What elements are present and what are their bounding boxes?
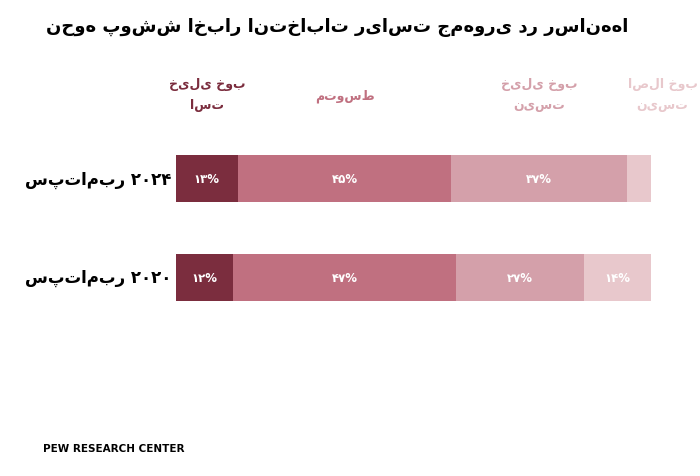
Text: ۱۲%: ۱۲%: [192, 271, 218, 284]
Text: خیلی خوب: خیلی خوب: [169, 78, 245, 91]
Text: اصلا خوب: اصلا خوب: [627, 78, 697, 91]
Bar: [176, 254, 233, 301]
Text: ۴۷%: ۴۷%: [332, 271, 358, 284]
Text: ۳۷%: ۳۷%: [526, 173, 552, 186]
Text: ۴۵%: ۴۵%: [331, 173, 358, 186]
Bar: [456, 254, 584, 301]
Bar: [452, 156, 627, 203]
Bar: [584, 254, 650, 301]
Bar: [176, 156, 238, 203]
Text: نحوه پوشش اخبار انتخابات ریاست جمهوری در رسانه‌ها: نحوه پوشش اخبار انتخابات ریاست جمهوری در…: [46, 18, 629, 37]
Text: متوسط: متوسط: [315, 89, 374, 102]
Text: سپتامبر ۲۰۲۰: سپتامبر ۲۰۲۰: [25, 269, 171, 287]
Text: نیست: نیست: [636, 99, 688, 112]
Text: PEW RESEARCH CENTER: PEW RESEARCH CENTER: [43, 443, 185, 453]
Text: ۱۴%: ۱۴%: [604, 271, 631, 284]
Text: خیلی خوب: خیلی خوب: [500, 78, 578, 91]
Text: است: است: [190, 99, 224, 112]
Text: ۱۵%: ۱۵%: [650, 173, 676, 186]
Text: سپتامبر ۲۰۲۴: سپتامبر ۲۰۲۴: [25, 170, 171, 188]
Bar: [233, 254, 456, 301]
Text: ۲۷%: ۲۷%: [507, 271, 533, 284]
Bar: [238, 156, 452, 203]
Text: نیست: نیست: [513, 99, 565, 112]
Text: ۱۳%: ۱۳%: [194, 173, 220, 186]
Bar: [627, 156, 698, 203]
